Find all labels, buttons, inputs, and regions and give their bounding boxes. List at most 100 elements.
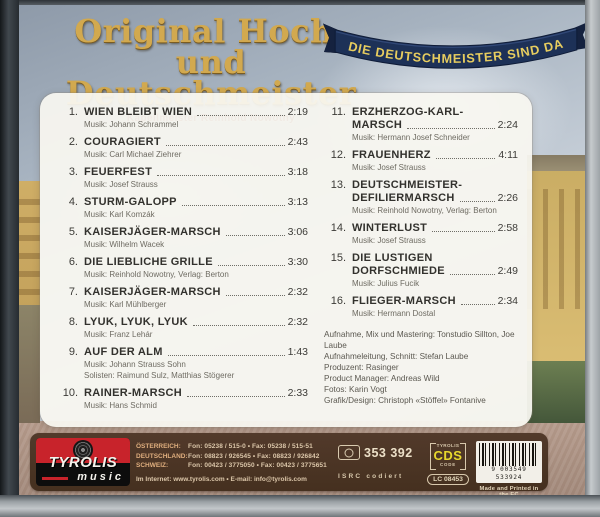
track-duration: 2:33	[287, 387, 308, 399]
dotted-leader	[187, 396, 285, 397]
track-title-cont: MARSCH	[352, 119, 403, 131]
internet-line: Im Internet: www.tyrolis.com • E-mail: i…	[136, 475, 307, 483]
track-title-line: DORFSCHMIEDE 2:49	[352, 265, 518, 278]
track-number: 4.	[68, 196, 78, 208]
track-duration: 2:32	[287, 316, 308, 328]
track-body: KAISERJÄGER-MARSCH 3:06 Musik: Wilhelm Wac…	[84, 226, 308, 250]
dotted-leader	[407, 128, 495, 129]
contact-region: ÖSTERREICH:	[136, 443, 181, 450]
track-title: DIE LIEBLICHE GRILLE	[84, 256, 213, 268]
track-duration: 3:18	[287, 166, 308, 178]
track-number: 3.	[68, 166, 78, 178]
track-title: WIEN BLEIBT WIEN	[84, 106, 193, 118]
jewel-case-top-edge	[0, 0, 600, 5]
track-duration: 2:43	[287, 136, 308, 148]
track-row: 8. LYUK, LYUK, LYUK 2:32 Musik: Franz Lehár	[56, 316, 308, 340]
contact-row: SCHWEIZ: Fon: 00423 / 3775050 • Fax: 0042…	[136, 461, 332, 471]
ground-left	[19, 305, 40, 423]
track-row: 3. FEUERFEST 3:18 Musik: Josef Strauss	[56, 166, 308, 190]
compact-disc-icon	[338, 445, 360, 460]
track-title: FRAUENHERZ	[352, 149, 431, 161]
track-body: AUF DER ALM 1:43 Musik: Johann Strauss Soh…	[84, 346, 308, 381]
track-credit: Musik: Karl Komzák	[84, 210, 155, 219]
track-title-line: DIE LIEBLICHE GRILLE 3:30	[84, 256, 308, 269]
track-row: 2. COURAGIERT 2:43 Musik: Carl Michael Zieh…	[56, 136, 308, 160]
track-body: RAINER-MARSCH 2:33 Musik: Hans Schmid	[84, 387, 308, 411]
palace-windows	[527, 189, 585, 309]
track-title-line: KAISERJÄGER-MARSCH 2:32	[84, 286, 308, 299]
track-title: RAINER-MARSCH	[84, 387, 183, 399]
cds-code-block: TYROLIS CDS CODE LC 08453	[426, 438, 470, 486]
track-duration: 1:43	[287, 346, 308, 358]
track-title-line: ERZHERZOG-KARL-	[352, 106, 518, 119]
track-row: 14. WINTERLUST 2:58 Musik: Josef Strauss	[324, 222, 518, 246]
track-title-cont: DEFILIERMARSCH	[352, 192, 455, 204]
dotted-leader	[432, 231, 495, 232]
track-row: 6. DIE LIEBLICHE GRILLE 3:30 Musik: Reinhol…	[56, 256, 308, 280]
barcode-digits: 9 003549 533924	[491, 466, 527, 481]
contact-info: Fon: 00423 / 3775050 • Fax: 00423 / 3775…	[188, 462, 327, 469]
palace-building-right	[527, 155, 585, 367]
track-number: 16.	[330, 295, 346, 307]
lc-number: LC 08453	[427, 474, 469, 485]
track-body: WINTERLUST 2:58 Musik: Josef Strauss	[352, 222, 518, 246]
track-title-line: STURM-GALOPP 3:13	[84, 196, 308, 209]
track-duration: 2:26	[497, 192, 518, 204]
track-title: AUF DER ALM	[84, 346, 163, 358]
track-body: FLIEGER-MARSCH 2:34 Musik: Hermann Dostal	[352, 295, 518, 319]
cds-logo-main: CDS	[433, 448, 463, 463]
banner-ribbon: DIE DEUTSCHMEISTER SIND DA	[323, 23, 585, 69]
track-title-line: DIE LUSTIGEN	[352, 252, 518, 265]
track-row: 13. DEUTSCHMEISTER- DEFILIERMARSCH 2:26 Musi…	[324, 179, 518, 216]
track-duration: 2:58	[497, 222, 518, 234]
made-in-note: Made and Printed in the EC	[479, 486, 539, 495]
dotted-leader	[217, 265, 285, 266]
logo-brand-subtext: music	[77, 471, 124, 483]
track-duration: 2:19	[287, 106, 308, 118]
contact-info: Fon: 08823 / 926545 • Fax: 08823 / 92684…	[188, 452, 320, 460]
track-title-line: KAISERJÄGER-MARSCH 3:06	[84, 226, 308, 239]
tracklist-column-left: 1. WIEN BLEIBT WIEN 2:19 Musik: Johann Schr…	[56, 106, 308, 421]
track-body: ERZHERZOG-KARL- MARSCH 2:24 Musik: Hermann …	[352, 106, 518, 143]
track-number: 9.	[68, 346, 78, 358]
track-duration: 3:30	[287, 256, 308, 268]
dotted-leader	[435, 158, 496, 159]
track-credit: Musik: Hans Schmid	[84, 401, 157, 410]
track-body: FRAUENHERZ 4:11 Musik: Josef Strauss	[352, 149, 518, 173]
contact-row: DEUTSCHLAND: Fon: 08823 / 926545 • Fax: 0…	[136, 452, 332, 462]
track-body: STURM-GALOPP 3:13 Musik: Karl Komzák	[84, 196, 308, 220]
track-credit: Musik: Josef Strauss	[84, 180, 158, 189]
track-title-line: WINTERLUST 2:58	[352, 222, 518, 235]
track-number: 10.	[62, 387, 78, 399]
track-title: DEUTSCHMEISTER-	[352, 179, 463, 191]
track-row: 4. STURM-GALOPP 3:13 Musik: Karl Komzák	[56, 196, 308, 220]
track-credit: Musik: Johann Strauss Sohn	[84, 360, 186, 369]
track-number: 6.	[68, 256, 78, 268]
track-row: 15. DIE LUSTIGEN DORFSCHMIEDE 2:49 Musik: Ju…	[324, 252, 518, 289]
contact-info: Fon: 05238 / 515-0 • Fax: 05238 / 515-51	[188, 443, 313, 450]
dotted-leader	[197, 115, 285, 116]
track-credit: Musik: Johann Schrammel	[84, 120, 179, 129]
track-title: KAISERJÄGER-MARSCH	[84, 226, 221, 238]
contact-rows: ÖSTERREICH: Fon: 05238 / 515-0 • Fax: 052…	[136, 442, 332, 471]
track-duration: 3:13	[287, 196, 308, 208]
track-duration: 2:34	[497, 295, 518, 307]
track-body: DIE LUSTIGEN DORFSCHMIEDE 2:49 Musik: Juliu…	[352, 252, 518, 289]
credit-line: Aufnahmeleitung, Schnitt: Stefan Laube	[324, 352, 469, 361]
track-body: COURAGIERT 2:43 Musik: Carl Michael Ziehre…	[84, 136, 308, 160]
track-number: 12.	[330, 149, 346, 161]
jewel-case-right-edge	[585, 0, 600, 517]
track-title-line: MARSCH 2:24	[352, 119, 518, 132]
track-credit: Musik: Karl Mühlberger	[84, 300, 167, 309]
cds-logo-bottom: CODE	[440, 462, 456, 467]
track-number: 14.	[330, 222, 346, 234]
track-body: WIEN BLEIBT WIEN 2:19 Musik: Johann Schram…	[84, 106, 308, 130]
credit-line: Aufnahme, Mix und Mastering: Tonstudio S…	[324, 330, 515, 350]
track-credit: Musik: Carl Michael Ziehrer	[84, 150, 182, 159]
logo-brand-text: TYROLIS	[48, 454, 118, 471]
track-title-line: LYUK, LYUK, LYUK 2:32	[84, 316, 308, 329]
cover-artwork: Original Hoch- und Deutschmeister Kapell…	[19, 5, 585, 495]
dotted-leader	[225, 235, 285, 236]
track-duration: 4:11	[498, 149, 518, 161]
